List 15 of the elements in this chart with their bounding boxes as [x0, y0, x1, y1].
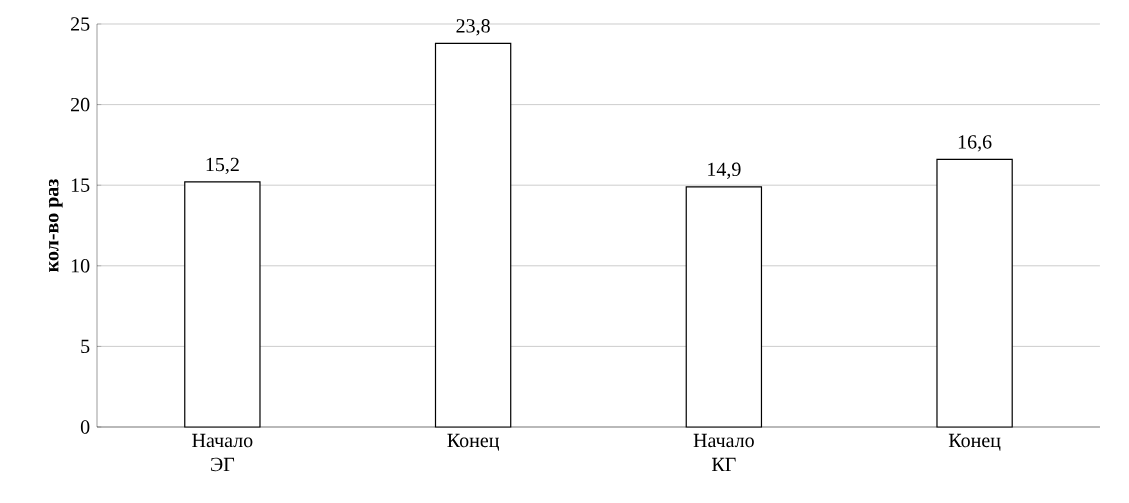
data-label: 14,9	[708, 162, 741, 179]
x-tick-label: Конец	[948, 433, 1001, 451]
x-tick-label: Начало КГ	[693, 433, 754, 471]
y-tick-label: 20	[71, 97, 90, 112]
y-tick-label: 10	[71, 259, 90, 273]
data-label: 15,2	[206, 157, 239, 175]
y-axis-title: кол-во раз	[48, 179, 63, 272]
data-label: 23,8	[456, 19, 490, 36]
x-tick-label: Начало ЭГ	[192, 433, 253, 472]
x-tick-label: Конец	[447, 433, 499, 451]
y-tick-label: 0	[80, 420, 90, 434]
y-tick-label: 15	[71, 178, 90, 192]
data-label: 16,6	[958, 135, 992, 152]
y-tick-label: 5	[81, 339, 90, 354]
y-tick-label: 25	[71, 17, 90, 31]
